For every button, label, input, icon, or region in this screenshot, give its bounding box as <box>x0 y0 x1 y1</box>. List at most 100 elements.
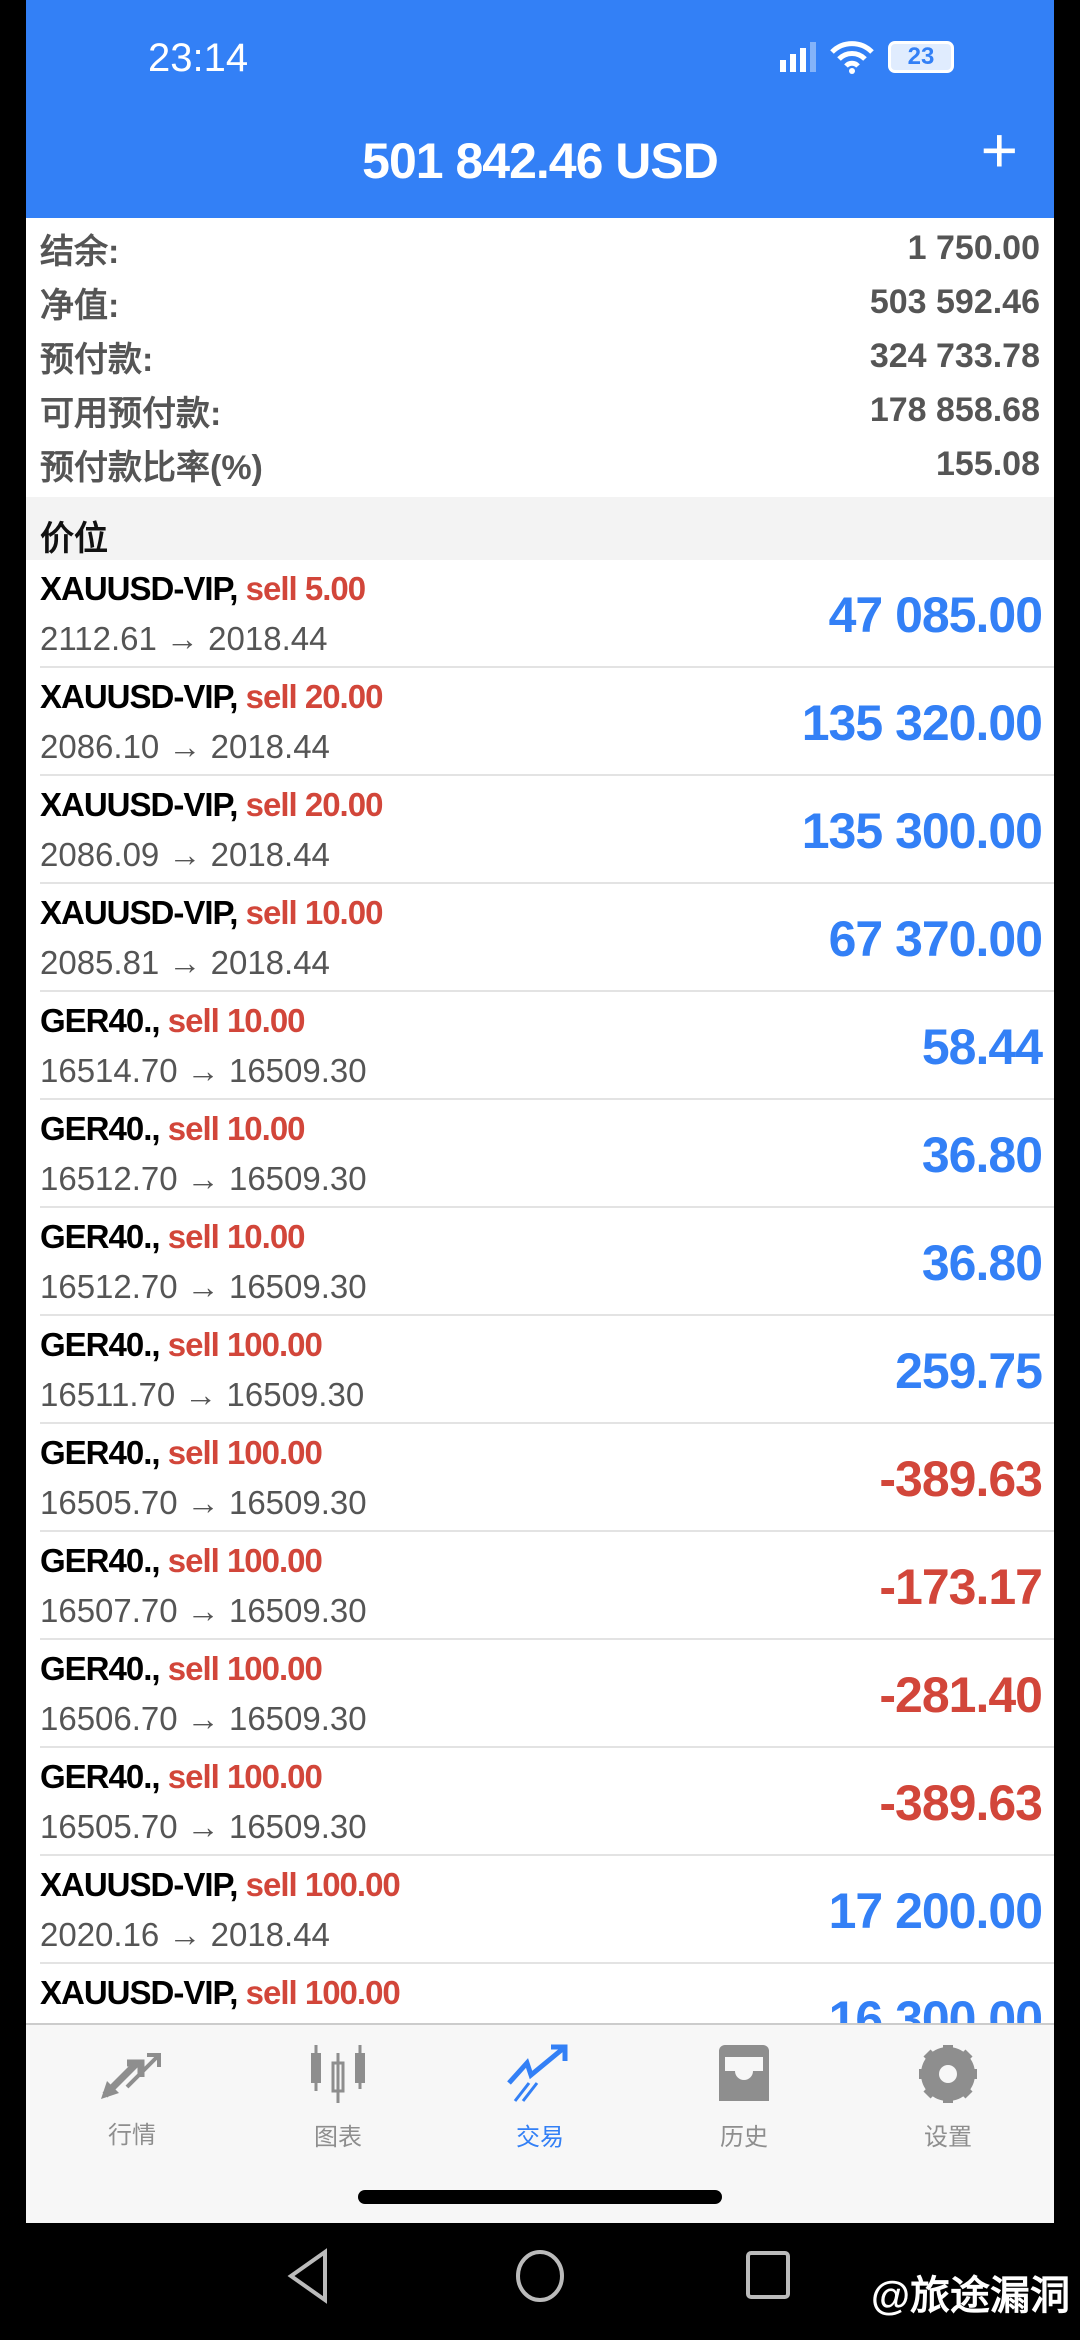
position-symbol: GER40., <box>40 1758 161 1795</box>
summary-row: 结余: 1 750.00 <box>26 221 1054 275</box>
position-profit: 58.44 <box>921 1019 1043 1075</box>
summary-row: 预付款: 324 733.78 <box>26 329 1054 383</box>
home-indicator[interactable] <box>358 2190 722 2204</box>
position-prices: 16505.70 → 16509.30 <box>40 1808 367 1845</box>
summary-label: 结余: <box>40 232 120 271</box>
position-symbol-line: XAUUSD-VIP, sell 100.00 <box>40 1974 401 2012</box>
position-profit: 47 085.00 <box>828 587 1043 643</box>
position-symbol-line: XAUUSD-VIP, sell 10.00 <box>40 894 384 932</box>
add-order-button[interactable]: + <box>980 114 1018 186</box>
position-row[interactable]: XAUUSD-VIP, sell 10.00 2085.81 → 2018.44… <box>40 884 1054 992</box>
summary-value: 503 592.46 <box>869 282 1040 321</box>
position-symbol-line: GER40., sell 100.00 <box>40 1542 323 1580</box>
tab-trade[interactable]: 交易 <box>480 2043 600 2152</box>
account-summary: 结余: 1 750.00 净值: 503 592.46 预付款: 324 733.78 可用… <box>26 218 1054 491</box>
position-row[interactable]: GER40., sell 10.00 16512.70 → 16509.30 3… <box>40 1100 1054 1208</box>
position-symbol-line: GER40., sell 10.00 <box>40 1110 306 1148</box>
position-lot: sell 100.00 <box>245 1974 401 2011</box>
position-row[interactable]: XAUUSD-VIP, sell 5.00 2112.61 → 2018.44 … <box>40 560 1054 668</box>
position-symbol-line: XAUUSD-VIP, sell 100.00 <box>40 1866 401 1904</box>
status-time: 23:14 <box>148 36 249 80</box>
summary-label: 预付款比率(%) <box>40 448 263 487</box>
position-row[interactable]: GER40., sell 100.00 16506.70 → 16509.30 … <box>40 1640 1054 1748</box>
position-prices: 2086.10 → 2018.44 <box>40 728 330 765</box>
position-profit: 67 370.00 <box>828 911 1043 967</box>
summary-value: 324 733.78 <box>869 336 1040 375</box>
summary-label: 可用预付款: <box>40 394 222 433</box>
position-symbol: XAUUSD-VIP, <box>40 678 238 715</box>
position-prices: 2112.61 → 2018.44 <box>40 620 328 657</box>
position-lot: sell 100.00 <box>167 1326 323 1363</box>
position-row[interactable]: GER40., sell 100.00 16505.70 → 16509.30 … <box>40 1424 1054 1532</box>
position-row[interactable]: GER40., sell 10.00 16512.70 → 16509.30 3… <box>40 1208 1054 1316</box>
tab-history[interactable]: 历史 <box>684 2043 804 2152</box>
position-symbol: GER40., <box>40 1218 161 1255</box>
header: 23:14 23 501 842.46 USD + <box>26 0 1054 218</box>
position-lot: sell 100.00 <box>167 1542 323 1579</box>
position-lot: sell 100.00 <box>245 1866 401 1903</box>
position-lot: sell 100.00 <box>167 1758 323 1795</box>
position-symbol: GER40., <box>40 1002 161 1039</box>
position-prices: 16512.70 → 16509.30 <box>40 1268 367 1305</box>
section-header: 价位 <box>26 497 1054 560</box>
tab-settings[interactable]: 设置 <box>888 2043 1008 2152</box>
position-lot: sell 10.00 <box>245 894 384 931</box>
back-icon[interactable] <box>285 2248 329 2304</box>
summary-row: 预付款比率(%) 155.08 <box>26 437 1054 491</box>
position-profit: 17 200.00 <box>828 1883 1043 1939</box>
candlestick-chart-icon <box>311 2045 365 2103</box>
position-row[interactable]: XAUUSD-VIP, sell 100.00 2020.16 → 2018.4… <box>40 1856 1054 1964</box>
position-profit: -281.40 <box>879 1667 1043 1723</box>
position-prices: 2085.81 → 2018.44 <box>40 944 330 981</box>
position-lot: sell 10.00 <box>167 1002 306 1039</box>
position-row[interactable]: GER40., sell 100.00 16507.70 → 16509.30 … <box>40 1532 1054 1640</box>
position-profit: -389.63 <box>879 1775 1043 1831</box>
tab-charts[interactable]: 图表 <box>278 2043 398 2152</box>
android-nav-bar: @旅途漏洞 <box>0 2223 1080 2340</box>
position-symbol: XAUUSD-VIP, <box>40 786 238 823</box>
position-prices: 16514.70 → 16509.30 <box>40 1052 367 1089</box>
position-row[interactable]: XAUUSD-VIP, sell 20.00 2086.10 → 2018.44… <box>40 668 1054 776</box>
summary-row: 净值: 503 592.46 <box>26 275 1054 329</box>
position-symbol-line: XAUUSD-VIP, sell 20.00 <box>40 678 384 716</box>
position-symbol-line: GER40., sell 100.00 <box>40 1758 323 1796</box>
position-symbol-line: XAUUSD-VIP, sell 5.00 <box>40 570 366 608</box>
position-symbol-line: GER40., sell 10.00 <box>40 1218 306 1256</box>
position-symbol: GER40., <box>40 1110 161 1147</box>
position-prices: 16505.70 → 16509.30 <box>40 1484 367 1521</box>
position-symbol: GER40., <box>40 1326 161 1363</box>
position-symbol: XAUUSD-VIP, <box>40 1866 238 1903</box>
position-profit: 36.80 <box>921 1127 1043 1183</box>
position-row[interactable]: GER40., sell 10.00 16514.70 → 16509.30 5… <box>40 992 1054 1100</box>
tab-quotes[interactable]: 行情 <box>72 2043 192 2150</box>
summary-value: 178 858.68 <box>869 390 1040 429</box>
summary-label: 预付款: <box>40 340 154 379</box>
history-inbox-icon <box>719 2045 769 2101</box>
position-symbol-line: GER40., sell 100.00 <box>40 1434 323 1472</box>
wifi-icon <box>830 41 874 74</box>
position-row[interactable]: XAUUSD-VIP, sell 20.00 2086.09 → 2018.44… <box>40 776 1054 884</box>
position-profit: 135 320.00 <box>801 695 1043 751</box>
position-lot: sell 5.00 <box>245 570 366 607</box>
trade-trend-icon <box>507 2044 568 2102</box>
summary-label: 净值: <box>40 286 120 325</box>
position-prices: 16511.70 → 16509.30 <box>40 1376 365 1413</box>
position-symbol: GER40., <box>40 1542 161 1579</box>
position-row[interactable]: XAUUSD-VIP, sell 100.00 16 300.00 <box>40 1964 1054 2023</box>
position-row[interactable]: GER40., sell 100.00 16505.70 → 16509.30 … <box>40 1748 1054 1856</box>
positions-list[interactable]: XAUUSD-VIP, sell 5.00 2112.61 → 2018.44 … <box>26 560 1054 2023</box>
recents-icon[interactable] <box>745 2250 791 2300</box>
summary-row: 可用预付款: 178 858.68 <box>26 383 1054 437</box>
position-profit: -173.17 <box>879 1559 1043 1615</box>
position-symbol-line: XAUUSD-VIP, sell 20.00 <box>40 786 383 824</box>
position-symbol-line: GER40., sell 10.00 <box>40 1002 306 1040</box>
position-prices: 16512.70 → 16509.30 <box>40 1160 367 1197</box>
position-lot: sell 100.00 <box>167 1434 323 1471</box>
position-symbol: XAUUSD-VIP, <box>40 1974 238 2011</box>
status-icons: 23 <box>780 40 954 74</box>
position-profit: -389.63 <box>879 1451 1043 1507</box>
position-row[interactable]: GER40., sell 100.00 16511.70 → 16509.30 … <box>40 1316 1054 1424</box>
watermark: @旅途漏洞 <box>870 2274 1070 2318</box>
position-lot: sell 20.00 <box>245 678 384 715</box>
home-icon[interactable] <box>512 2248 568 2304</box>
